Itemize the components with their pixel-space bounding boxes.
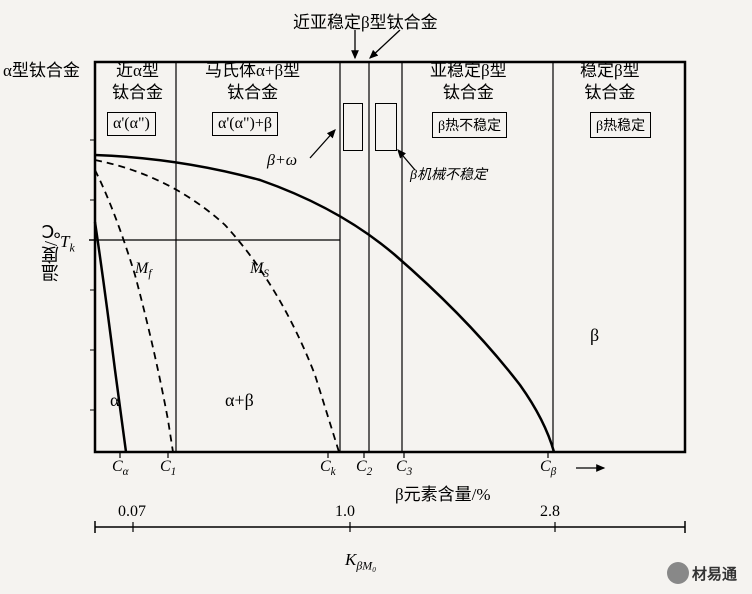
boxed-label-0: α'(α")	[107, 112, 156, 136]
boxed-label-3: β热稳定	[590, 112, 651, 138]
c-tick-1: C1	[160, 458, 176, 478]
curve-annot-3: MS	[250, 260, 269, 280]
phase-label-2: β	[590, 325, 599, 346]
region-label-2: 亚稳定β型钛合金	[430, 60, 507, 104]
curve-annot-0: β+ω	[267, 152, 297, 170]
region-label-0: 近α型钛合金	[112, 60, 163, 104]
c-tick-2: Ck	[320, 458, 336, 478]
c-tick-4: C3	[396, 458, 412, 478]
c-tick-3: C2	[356, 458, 372, 478]
small-box-1	[375, 103, 397, 151]
x-axis-label-2: KβM₀	[345, 550, 376, 573]
x-axis-label-1: β元素含量/%	[395, 480, 491, 505]
k-tick-2: 2.8	[540, 503, 560, 521]
curve-annot-2: Mf	[135, 260, 151, 280]
region-label-3: 稳定β型钛合金	[580, 60, 640, 104]
k-tick-1: 1.0	[335, 503, 355, 521]
curve-annot-1: β机械不稳定	[410, 164, 487, 184]
top-title: 近亚稳定β型钛合金	[293, 8, 438, 33]
boxed-label-2: β热不稳定	[432, 112, 507, 138]
region-label-1: 马氏体α+β型钛合金	[205, 60, 300, 104]
k-tick-0: 0.07	[118, 503, 146, 521]
phase-label-1: α+β	[225, 390, 254, 411]
small-box-0	[343, 103, 363, 151]
alpha-alloy-label: α型钛合金	[3, 60, 80, 82]
boxed-label-1: α'(α")+β	[212, 112, 278, 136]
tk-label: Tk	[60, 232, 75, 255]
c-tick-0: Cα	[112, 458, 129, 478]
watermark: 材易通	[667, 562, 737, 584]
phase-label-0: α	[110, 390, 119, 411]
phase-diagram-container: { "diagram": { "type": "phase-diagram", …	[0, 0, 752, 594]
wechat-icon	[667, 562, 689, 584]
c-tick-5: Cβ	[540, 458, 556, 478]
watermark-text: 材易通	[692, 563, 737, 584]
